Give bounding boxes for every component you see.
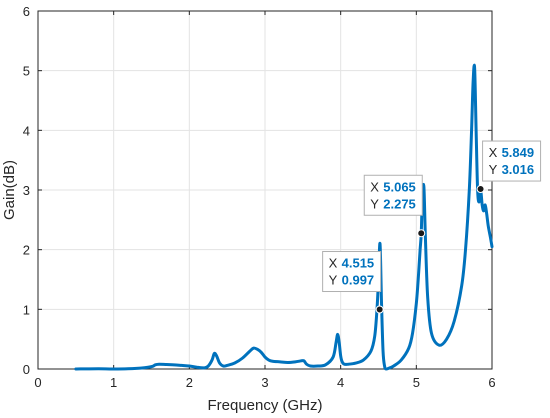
- datatip-box: [363, 174, 423, 216]
- datatip-x-value: 5.065: [383, 179, 416, 194]
- y-tick-label: 4: [23, 123, 30, 138]
- datatip-x-label: X: [329, 256, 338, 271]
- datatip-y-label: Y: [489, 162, 498, 177]
- datatip-marker: [476, 185, 485, 194]
- plot-frame: [37, 10, 493, 370]
- x-tick-label: 2: [186, 375, 193, 390]
- y-tick-label: 0: [23, 362, 30, 377]
- x-tick-label: 5: [413, 375, 420, 390]
- x-tick-label: 3: [261, 375, 268, 390]
- datatip-y-value: 0.997: [342, 273, 375, 288]
- y-axis-label: Gain(dB): [1, 160, 18, 220]
- y-tick-label: 2: [23, 243, 30, 258]
- datatip-marker: [417, 229, 426, 238]
- x-tick-labels: 0 1 2 3 4 5 6: [34, 375, 495, 390]
- y-tick-label: 3: [23, 183, 30, 198]
- datatip-x-label: X: [370, 179, 379, 194]
- datatip-marker: [375, 305, 384, 314]
- y-tick-labels: 0 1 2 3 4 5 6: [23, 4, 30, 377]
- datatip-y-label: Y: [329, 273, 338, 288]
- datatip[interactable]: X 5.065 Y 2.275: [363, 174, 426, 238]
- x-tick-label: 1: [110, 375, 117, 390]
- x-axis-label: Frequency (GHz): [207, 397, 322, 414]
- axes: [37, 10, 493, 370]
- datatip-y-value: 3.016: [502, 162, 535, 177]
- datatip-y-value: 2.275: [383, 196, 416, 211]
- datatip-y-label: Y: [370, 196, 379, 211]
- datatip-x-label: X: [489, 145, 498, 160]
- y-tick-label: 5: [23, 64, 30, 79]
- y-tick-label: 6: [23, 4, 30, 19]
- datatip-x-value: 5.849: [502, 145, 535, 160]
- x-tick-label: 6: [488, 375, 495, 390]
- x-tick-label: 4: [337, 375, 344, 390]
- datatip-x-value: 4.515: [342, 256, 375, 271]
- datatips: X 4.515 Y 0.997 X 5.065 Y 2.275 X 5.849 Y 3.016: [322, 140, 542, 314]
- datatip[interactable]: X 4.515 Y 0.997: [322, 251, 384, 314]
- y-tick-label: 1: [23, 302, 30, 317]
- x-tick-label: 0: [34, 375, 41, 390]
- series-line: [74, 63, 494, 371]
- datatip-box: [322, 251, 382, 293]
- datatip[interactable]: X 5.849 Y 3.016: [476, 140, 542, 194]
- datatip-box: [482, 140, 542, 182]
